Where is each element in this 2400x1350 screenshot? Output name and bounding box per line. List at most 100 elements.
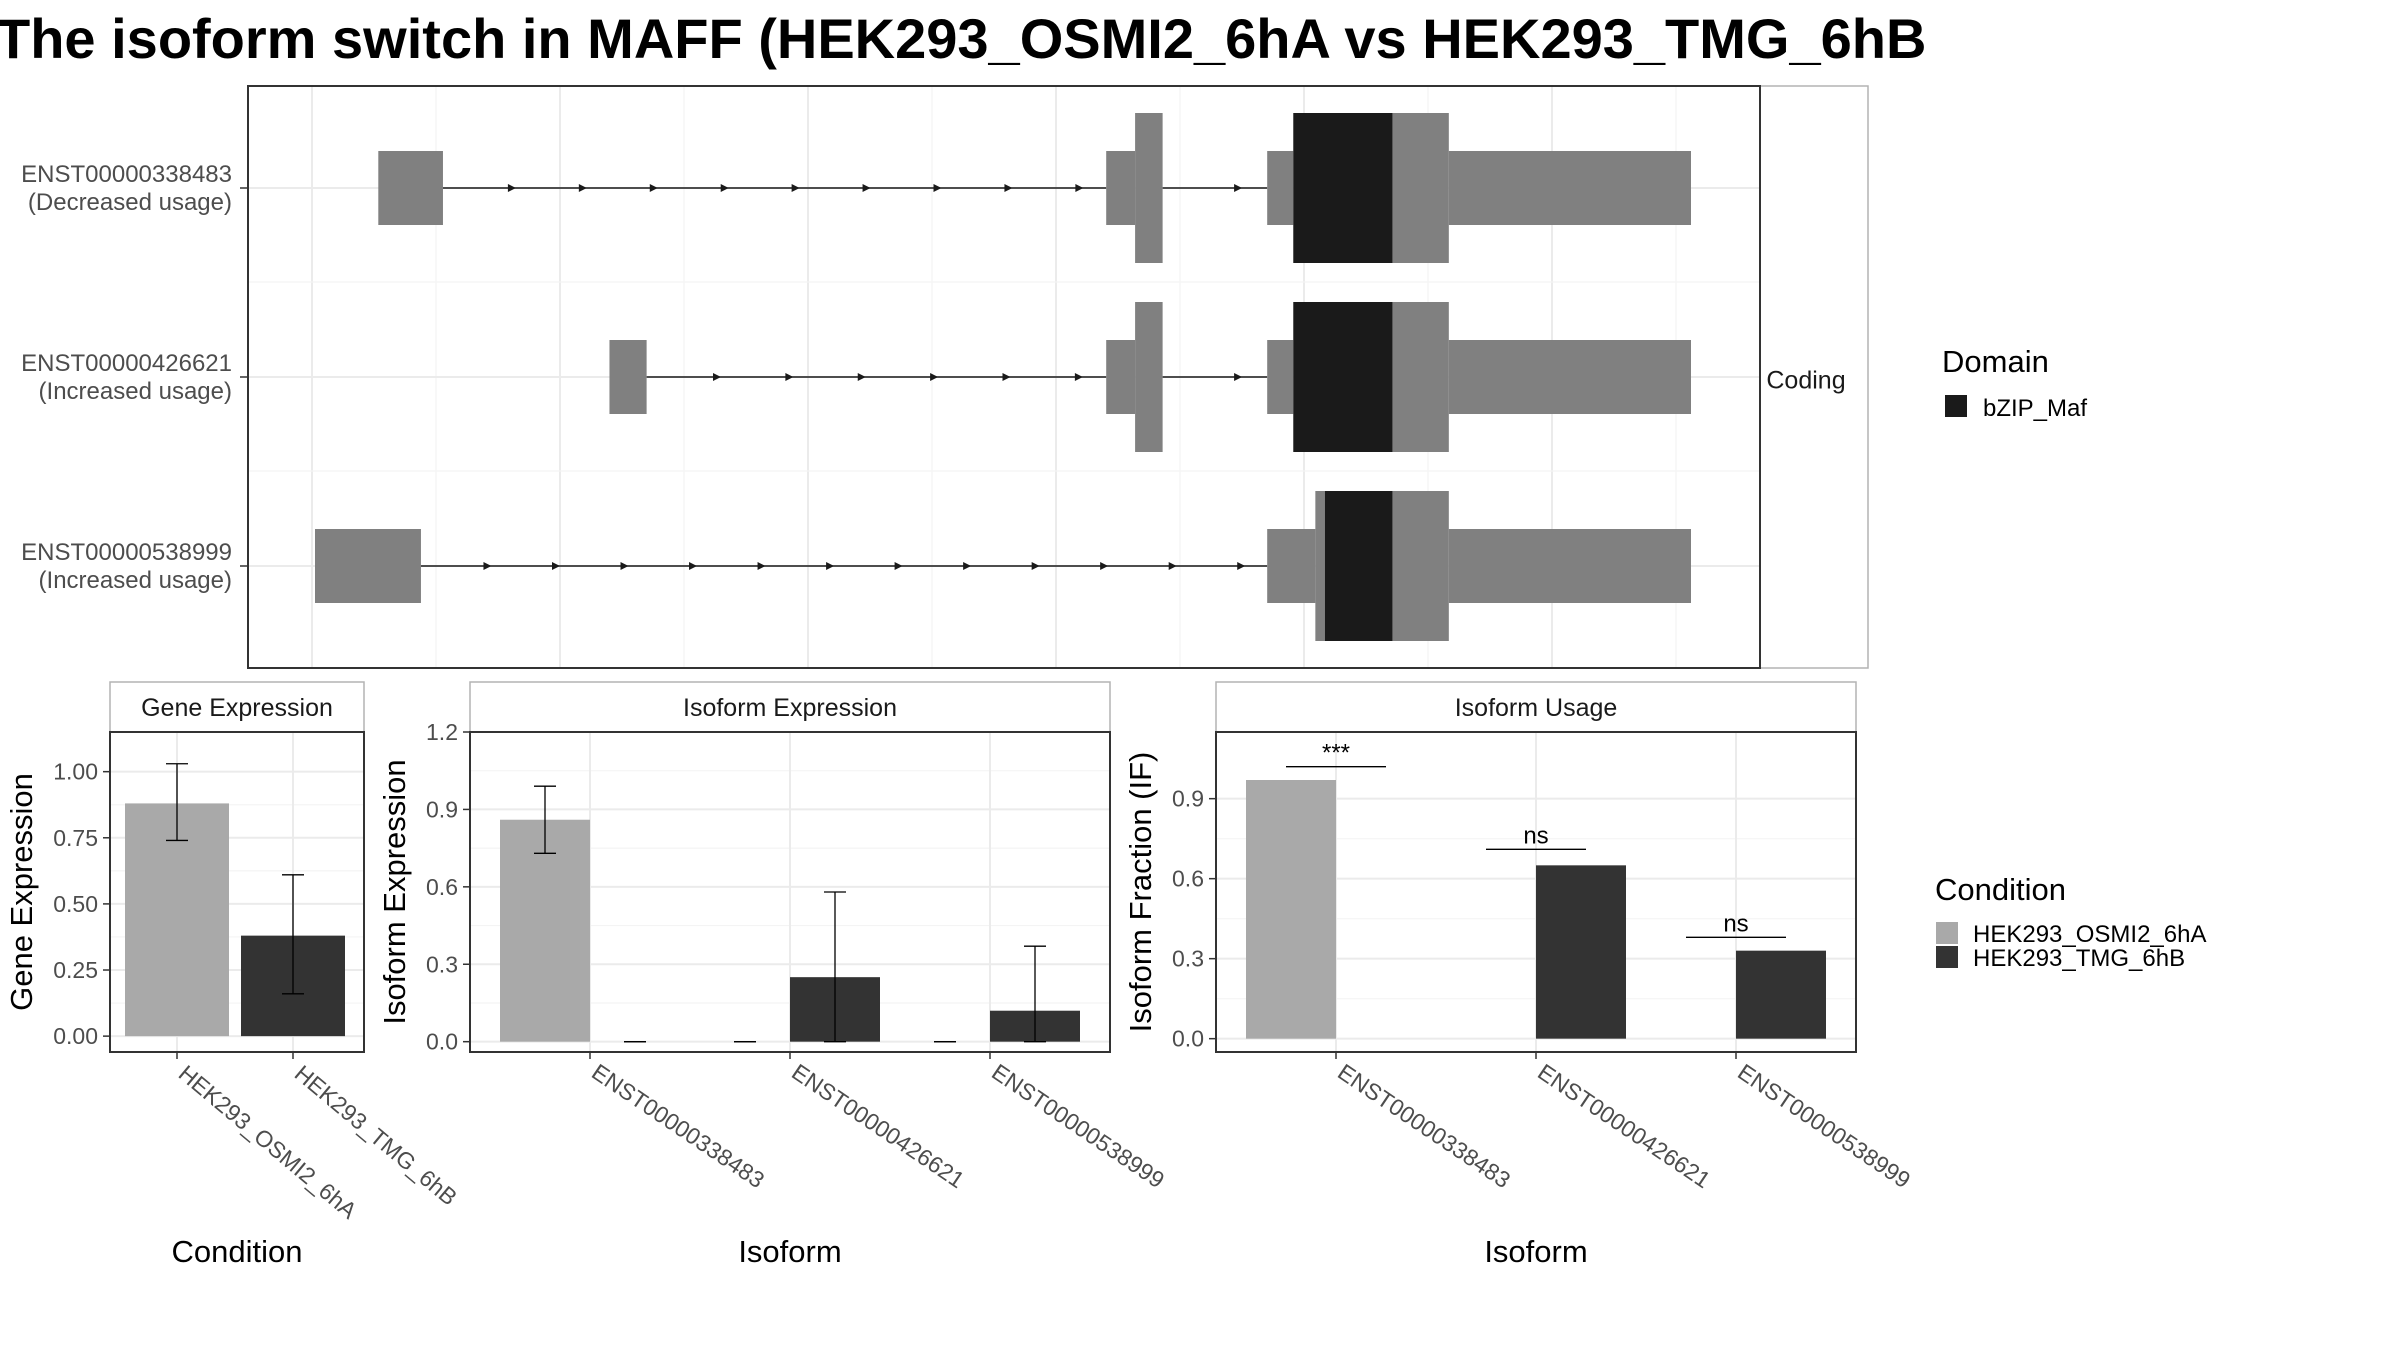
intron-arrow xyxy=(826,562,835,570)
y-tick-label: 0.75 xyxy=(53,825,98,851)
isoform-track-ENST00000538999 xyxy=(315,491,1691,641)
intron-arrow xyxy=(1075,184,1084,192)
exon-block xyxy=(378,151,443,225)
exon-block xyxy=(1106,151,1136,225)
intron-arrow xyxy=(785,373,794,381)
x-axis-title: Condition xyxy=(172,1234,303,1269)
intron-arrow xyxy=(689,562,698,570)
x-axis-title: Isoform xyxy=(738,1234,841,1269)
bzip-maf-domain xyxy=(1324,491,1393,641)
y-tick-label: 0.50 xyxy=(53,891,98,917)
chart-strip xyxy=(109,681,365,733)
condition-legend-key-osmi2 xyxy=(1936,922,1958,944)
error-bar xyxy=(534,785,556,854)
intron-arrow xyxy=(1004,184,1013,192)
isoform-structure-panel: ENST00000338483(Decreased usage) ENST0000… xyxy=(21,85,1869,669)
x-tick-label: ENST00000426621 xyxy=(787,1059,969,1194)
intron-arrow xyxy=(930,373,939,381)
y-tick-label: 0.9 xyxy=(1172,786,1204,812)
significance-label: ns xyxy=(1723,910,1748,937)
exon-block xyxy=(609,340,647,414)
exon-block xyxy=(1392,302,1449,452)
condition-legend: Condition HEK293_OSMI2_6hA HEK293_TMG_6h… xyxy=(1935,872,2206,972)
y-tick-label: 1.00 xyxy=(53,759,98,785)
y-axis-title: Isoform Fraction (IF) xyxy=(1123,752,1158,1033)
intron-arrow xyxy=(1002,373,1011,381)
intron-arrow xyxy=(791,184,800,192)
exon-block xyxy=(1135,113,1163,263)
structure-facet-label: Coding xyxy=(1766,367,1845,395)
error-bar xyxy=(824,891,846,1043)
intron-arrow xyxy=(578,184,587,192)
exon-block xyxy=(1448,340,1691,414)
isoform-usage-label: (Decreased usage) xyxy=(28,189,232,216)
intron-arrow xyxy=(551,562,560,570)
y-tick-label: 0.6 xyxy=(426,874,458,900)
y-tick-label: 0.3 xyxy=(1172,946,1204,972)
structure-facet-strip xyxy=(1759,85,1869,669)
bar-osmi2 xyxy=(1246,780,1336,1039)
exon-block xyxy=(315,529,421,603)
exon-block xyxy=(1448,151,1691,225)
figure-title: The isoform switch in MAFF (HEK293_OSMI2… xyxy=(0,7,1926,70)
bar-osmi2 xyxy=(125,803,229,1037)
bar-osmi2 xyxy=(500,819,590,1042)
isoform-usage-label: (Increased usage) xyxy=(39,378,232,405)
intron-arrow xyxy=(1237,562,1246,570)
error-bar xyxy=(1024,945,1046,1043)
intron-arrow xyxy=(649,184,658,192)
condition-legend-key-tmg xyxy=(1936,946,1958,968)
exon-block xyxy=(1315,491,1325,641)
y-tick-label: 0.00 xyxy=(53,1023,98,1049)
intron-arrow xyxy=(1234,184,1243,192)
x-tick-label: ENST00000538999 xyxy=(1733,1059,1915,1194)
x-axis-title: Isoform xyxy=(1484,1234,1587,1269)
chart-panel-border xyxy=(109,731,365,1053)
intron-arrow xyxy=(857,373,866,381)
x-tick-label: ENST00000338483 xyxy=(1333,1059,1515,1194)
bzip-maf-domain xyxy=(1293,302,1393,452)
isoform-track-ENST00000338483 xyxy=(378,113,1691,263)
error-bar xyxy=(166,763,188,842)
chart-strip xyxy=(469,681,1111,733)
isoform-expression-chart: Isoform Expression 0.0 0.3 0.6 0.9 1.2 ENST000… xyxy=(377,681,1169,1269)
exon-block xyxy=(1392,491,1449,641)
y-tick-label: 0.6 xyxy=(1172,866,1204,892)
bar-tmg xyxy=(1536,865,1626,1039)
condition-legend-label-tmg: HEK293_TMG_6hB xyxy=(1973,945,2185,972)
domain-legend-title: Domain xyxy=(1942,344,2049,379)
significance-label: *** xyxy=(1322,740,1350,767)
y-axis-title: Isoform Expression xyxy=(377,759,412,1024)
bar-tmg xyxy=(1736,950,1826,1039)
isoform-label-ENST00000426621: ENST00000426621 xyxy=(21,350,232,377)
x-tick-label: ENST00000538999 xyxy=(987,1059,1169,1194)
intron-arrow xyxy=(1100,562,1109,570)
error-bar xyxy=(282,874,304,995)
intron-arrow xyxy=(933,184,942,192)
isoform-label-ENST00000338483: ENST00000338483 xyxy=(21,161,232,188)
intron-arrow xyxy=(712,373,721,381)
chart-strip xyxy=(1215,681,1857,733)
intron-arrow xyxy=(862,184,871,192)
exon-block xyxy=(1267,340,1294,414)
isoform-track-ENST00000426621 xyxy=(609,302,1691,452)
domain-legend: Domain bZIP_Maf xyxy=(1942,344,2087,422)
y-tick-label: 0.3 xyxy=(426,951,458,977)
intron-arrow xyxy=(720,184,729,192)
isoform-usage-chart: Isoform Usage *** ns ns 0.0 0.3 0.6 0.9 ENST0000… xyxy=(1123,681,1915,1269)
domain-legend-label: bZIP_Maf xyxy=(1983,395,2087,422)
intron-arrow xyxy=(1031,562,1040,570)
y-tick-label: 0.9 xyxy=(426,796,458,822)
intron-arrow xyxy=(894,562,903,570)
y-tick-label: 0.0 xyxy=(426,1029,458,1055)
exon-block xyxy=(1448,529,1691,603)
condition-legend-label-osmi2: HEK293_OSMI2_6hA xyxy=(1973,921,2206,948)
exon-block xyxy=(1267,529,1316,603)
significance-label: ns xyxy=(1523,822,1548,849)
isoform-label-ENST00000538999: ENST00000538999 xyxy=(21,539,232,566)
chart-strip-title: Isoform Usage xyxy=(1455,694,1618,722)
domain-legend-key xyxy=(1945,395,1967,417)
intron-arrow xyxy=(757,562,766,570)
x-tick-label: ENST00000426621 xyxy=(1533,1059,1715,1194)
